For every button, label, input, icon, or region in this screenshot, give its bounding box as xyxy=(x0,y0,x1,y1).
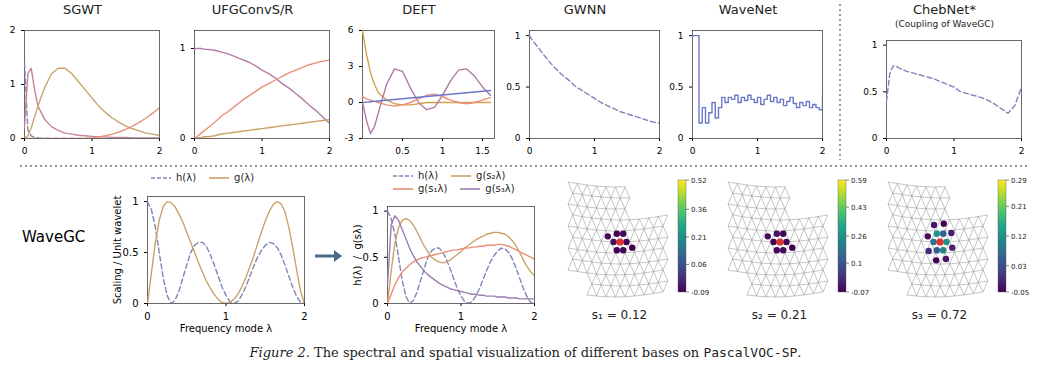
svg-text:0.1: 0.1 xyxy=(851,260,862,268)
svg-text:0.36: 0.36 xyxy=(691,206,707,214)
svg-text:0.5: 0.5 xyxy=(395,146,409,156)
svg-text:0.5: 0.5 xyxy=(123,247,139,258)
svg-text:0: 0 xyxy=(10,133,16,143)
svg-text:0.5: 0.5 xyxy=(863,87,877,97)
svg-text:0: 0 xyxy=(132,298,138,309)
svg-text:Frequency mode λ: Frequency mode λ xyxy=(415,323,507,334)
html-text:g(s₂λ): g(s₂λ) xyxy=(476,170,506,181)
svg-text:2: 2 xyxy=(531,311,537,322)
svg-text:0.5: 0.5 xyxy=(363,252,379,263)
svg-text:1.5: 1.5 xyxy=(475,146,489,156)
svg-text:1: 1 xyxy=(592,146,598,156)
html-text:WaveGC: WaveGC xyxy=(22,228,86,246)
svg-text:Scaling / Unit wavelet: Scaling / Unit wavelet xyxy=(112,196,123,305)
svg-text:2: 2 xyxy=(301,311,307,322)
html-text:(Coupling of WaveGC): (Coupling of WaveGC) xyxy=(895,19,994,29)
html-text:DEFT: DEFT xyxy=(402,2,436,17)
svg-text:0.59: 0.59 xyxy=(851,177,867,185)
svg-text:0: 0 xyxy=(144,311,150,322)
svg-text:3: 3 xyxy=(348,61,354,71)
svg-text:1: 1 xyxy=(678,31,684,41)
svg-text:2: 2 xyxy=(157,146,163,156)
html-text:g(λ): g(λ) xyxy=(234,172,255,183)
svg-text:0.26: 0.26 xyxy=(851,233,867,241)
svg-text:1: 1 xyxy=(458,311,464,322)
html-text:s₂ = 0.21: s₂ = 0.21 xyxy=(751,308,808,322)
svg-text:0: 0 xyxy=(515,133,521,143)
svg-text:1: 1 xyxy=(223,311,229,322)
html-text:ChebNet*: ChebNet* xyxy=(913,2,976,17)
svg-text:0: 0 xyxy=(348,97,354,107)
svg-text:2: 2 xyxy=(10,25,16,35)
svg-text:0: 0 xyxy=(192,146,198,156)
svg-text:0: 0 xyxy=(884,146,890,156)
svg-text:0: 0 xyxy=(872,133,878,143)
html-text:SGWT: SGWT xyxy=(62,2,103,17)
svg-text:0: 0 xyxy=(690,146,696,156)
svg-text:1: 1 xyxy=(951,146,957,156)
svg-text:1: 1 xyxy=(259,146,265,156)
html-text:GWNN: GWNN xyxy=(563,2,607,17)
svg-text:1: 1 xyxy=(10,79,16,89)
svg-text:1: 1 xyxy=(755,146,761,156)
html-text:g(s₁λ): g(s₁λ) xyxy=(418,183,448,194)
svg-text:0.29: 0.29 xyxy=(1011,177,1027,185)
svg-text:0: 0 xyxy=(678,133,684,143)
svg-text:-0.09: -0.09 xyxy=(691,289,709,297)
svg-text:h(λ) / g(sλ): h(λ) / g(sλ) xyxy=(352,224,363,286)
html-text:g(s₃λ): g(s₃λ) xyxy=(485,183,515,194)
svg-text:-3: -3 xyxy=(345,133,354,143)
svg-text:0: 0 xyxy=(372,298,378,309)
svg-text:0.21: 0.21 xyxy=(1011,203,1027,211)
svg-text:-0.07: -0.07 xyxy=(851,289,869,297)
svg-text:0: 0 xyxy=(527,146,533,156)
svg-text:1: 1 xyxy=(89,146,95,156)
html-text:s₃ = 0.72: s₃ = 0.72 xyxy=(911,308,968,322)
svg-text:0.5: 0.5 xyxy=(506,82,520,92)
svg-text:6: 6 xyxy=(348,25,354,35)
svg-text:0.43: 0.43 xyxy=(851,204,867,212)
svg-text:0: 0 xyxy=(180,133,186,143)
svg-text:1: 1 xyxy=(372,205,378,216)
svg-text:2: 2 xyxy=(657,146,663,156)
svg-text:2: 2 xyxy=(1019,146,1025,156)
svg-text:1: 1 xyxy=(440,146,446,156)
svg-text:0.21: 0.21 xyxy=(691,234,707,242)
svg-text:1: 1 xyxy=(132,196,138,207)
svg-text:0: 0 xyxy=(22,146,28,156)
html-text:h(λ): h(λ) xyxy=(418,170,439,181)
svg-text:0.06: 0.06 xyxy=(691,261,707,269)
svg-text:2: 2 xyxy=(820,146,826,156)
svg-text:1: 1 xyxy=(180,43,186,53)
svg-text:1: 1 xyxy=(872,40,878,50)
svg-text:1: 1 xyxy=(515,31,521,41)
svg-text:0: 0 xyxy=(384,311,390,322)
svg-text:0.03: 0.03 xyxy=(1011,263,1027,271)
html-text:WaveNet: WaveNet xyxy=(718,2,778,17)
svg-text:0.52: 0.52 xyxy=(691,177,707,185)
svg-text:2: 2 xyxy=(327,146,333,156)
svg-text:0.5: 0.5 xyxy=(669,82,683,92)
html-text:h(λ): h(λ) xyxy=(176,172,197,183)
svg-text:0.12: 0.12 xyxy=(1011,233,1027,241)
svg-text:-0.05: -0.05 xyxy=(1011,289,1029,297)
html-text:Figure 2. The spectral and spa: Figure 2. The spectral and spatial visua… xyxy=(249,345,802,360)
html-text:s₁ = 0.12: s₁ = 0.12 xyxy=(591,308,648,322)
html-text:UFGConvS/R: UFGConvS/R xyxy=(211,2,294,17)
svg-text:Frequency mode λ: Frequency mode λ xyxy=(180,323,272,334)
